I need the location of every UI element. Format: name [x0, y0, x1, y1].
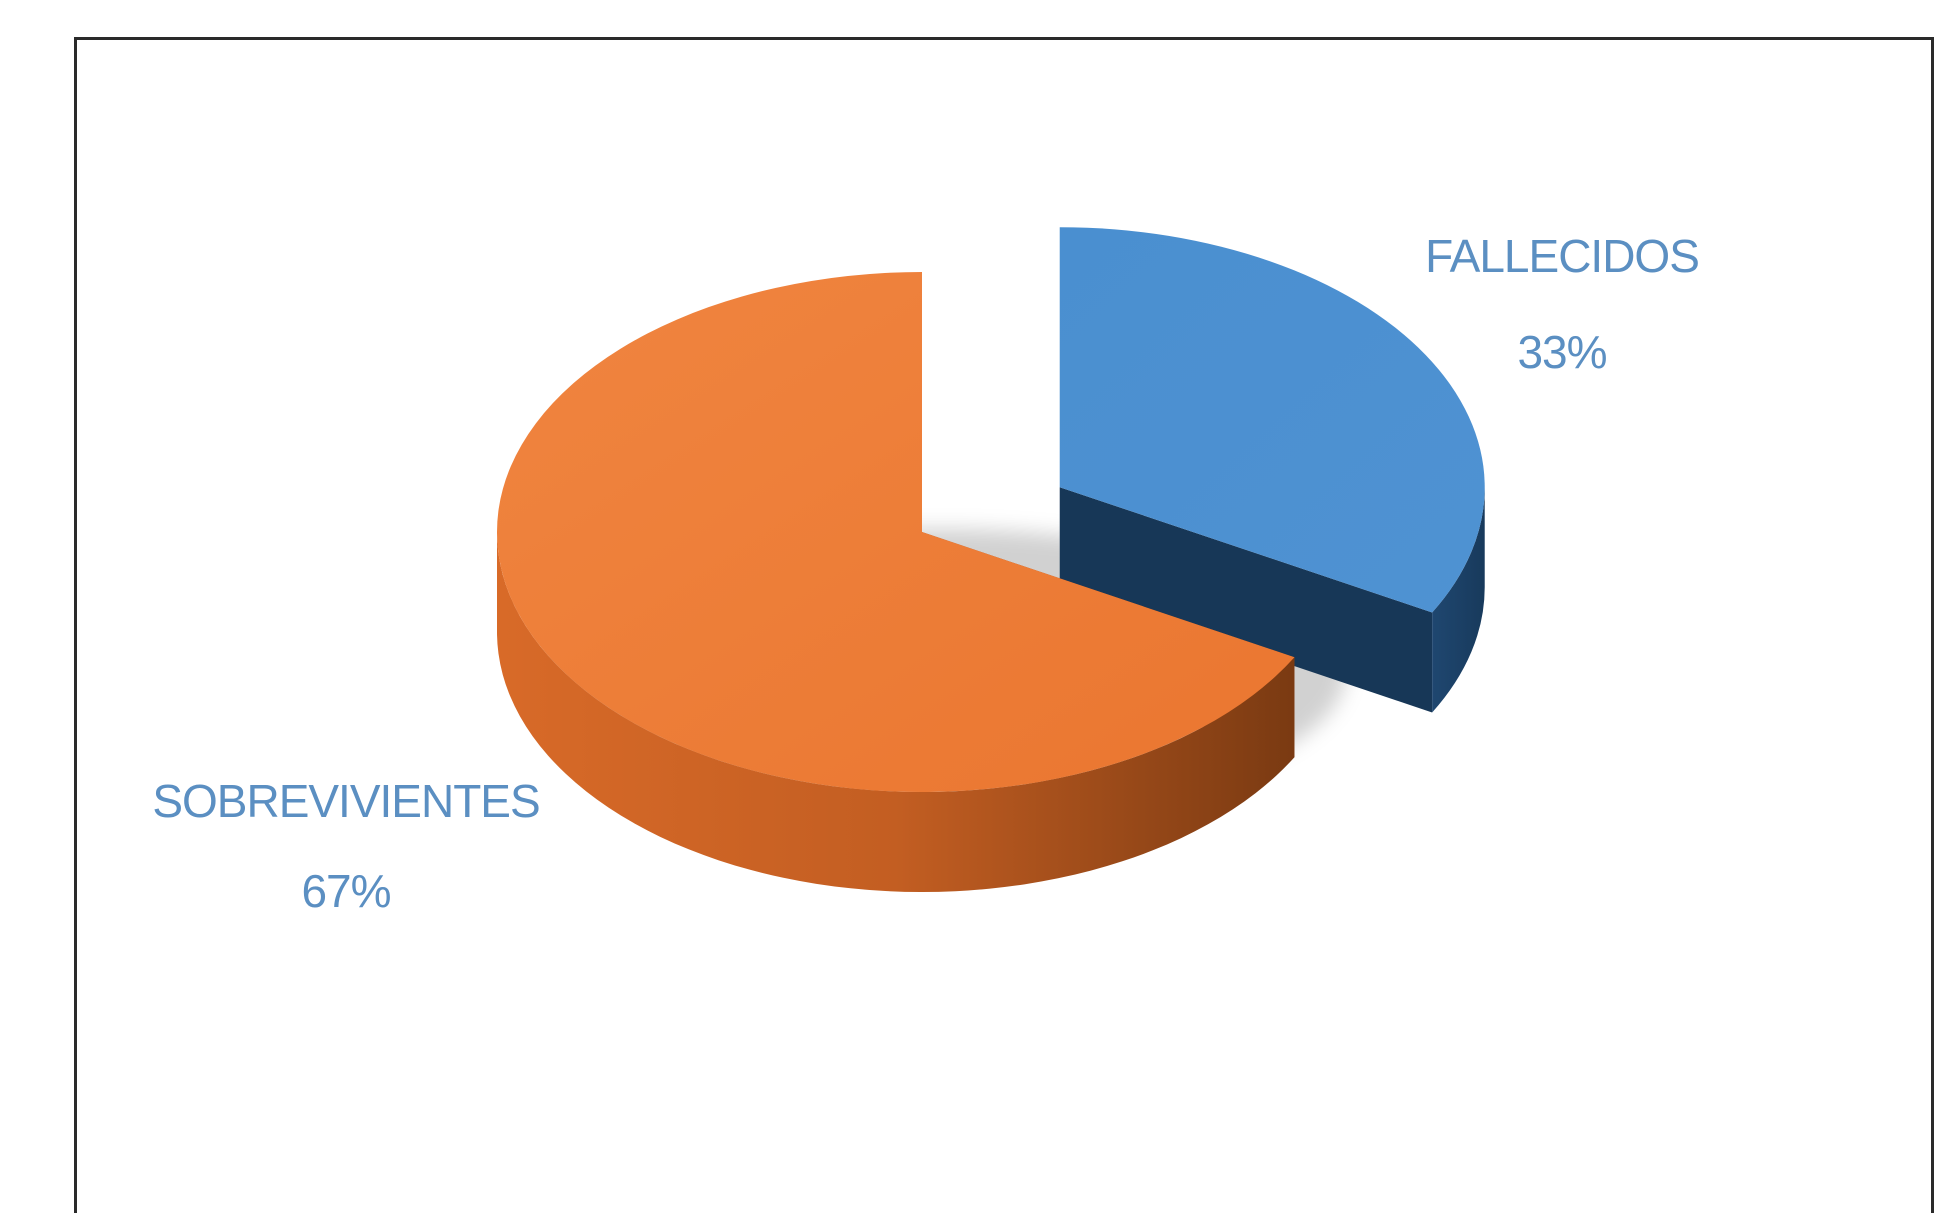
pie-slice-fallecidos — [1059, 227, 1485, 613]
pie-slice-tops — [496, 227, 1485, 792]
data-label-fallecidos-category: FALLECIDOS — [1425, 230, 1699, 282]
pie-slice-fallecidos-cut-wall-1 — [1059, 487, 1433, 713]
data-label-fallecidos-percent: 33% — [1517, 326, 1606, 378]
pie-slice-fallecidos-side — [1432, 487, 1485, 713]
pie-slice-sobrevivientes — [496, 272, 1295, 792]
data-label-sobrevivientes-category: SOBREVIVIENTES — [152, 775, 539, 827]
data-label-sobrevivientes-percent: 67% — [301, 865, 390, 917]
pie-slice-sobrevivientes-side — [496, 532, 1295, 892]
